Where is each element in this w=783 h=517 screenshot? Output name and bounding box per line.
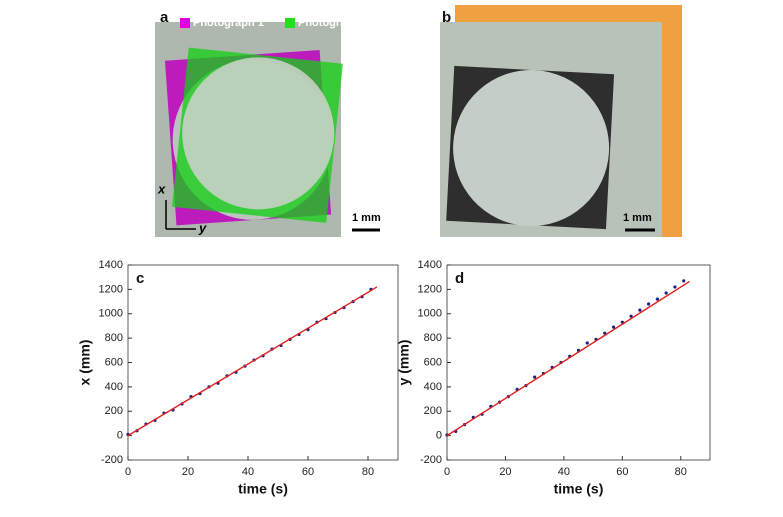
x-axis-label: time (s)	[238, 481, 288, 497]
y-tick-label: 600	[105, 356, 123, 368]
legend-label: Photograph 1	[193, 17, 264, 29]
x-tick-label: 80	[675, 466, 687, 478]
y-tick-label: 0	[436, 430, 442, 442]
y-tick-label: 600	[424, 356, 442, 368]
y-tick-label: 200	[424, 405, 442, 417]
panel-label: a	[160, 9, 169, 26]
y-tick-label: 800	[424, 332, 442, 344]
data-point	[664, 291, 668, 295]
y-axis-label: y (mm)	[396, 340, 412, 386]
fit-line	[446, 280, 690, 437]
data-point	[647, 302, 651, 306]
fit-line	[127, 286, 378, 437]
plot-area	[446, 264, 711, 461]
y-tick-label: -200	[420, 454, 442, 466]
y-tick-label: 1200	[99, 283, 123, 295]
y-tick-label: 200	[105, 405, 123, 417]
x-tick-label: 60	[616, 466, 628, 478]
y-axis-label: x (mm)	[77, 340, 93, 386]
axis-letter: y	[198, 220, 207, 235]
data-point	[673, 285, 677, 289]
y-tick-label: 1400	[99, 259, 123, 271]
x-tick-label: 20	[499, 466, 511, 478]
y-tick-label: 0	[117, 430, 123, 442]
x-tick-label: 40	[558, 466, 570, 478]
axis-letter: x	[157, 181, 166, 196]
x-tick-label: 20	[182, 466, 194, 478]
y-tick-label: 800	[105, 332, 123, 344]
legend-label: Photograph 250	[298, 17, 381, 29]
panel-label: c	[136, 270, 144, 287]
y-tick-label: 1400	[418, 259, 442, 271]
x-tick-label: 40	[242, 466, 254, 478]
panel-label: b	[442, 9, 451, 26]
x-axis-label: time (s)	[554, 481, 604, 497]
x-tick-label: 0	[444, 466, 450, 478]
scale-label: 1 mm	[352, 212, 381, 224]
plot-area	[127, 264, 399, 461]
y-tick-label: -200	[101, 454, 123, 466]
y-tick-label: 1000	[99, 308, 123, 320]
panel-label: d	[455, 270, 464, 287]
x-tick-label: 0	[125, 466, 131, 478]
data-point	[585, 341, 589, 345]
x-tick-label: 60	[302, 466, 314, 478]
data-point	[638, 308, 642, 312]
photo-a	[155, 18, 380, 237]
y-tick-label: 400	[424, 381, 442, 393]
y-tick-label: 1000	[418, 308, 442, 320]
photo-b	[440, 5, 682, 237]
x-tick-label: 80	[362, 466, 374, 478]
scale-label: 1 mm	[623, 212, 652, 224]
data-point	[682, 279, 686, 283]
data-point	[533, 375, 537, 379]
y-tick-label: 400	[105, 381, 123, 393]
data-point	[611, 325, 616, 329]
data-point	[655, 297, 660, 301]
data-point	[629, 314, 633, 318]
y-tick-label: 1200	[418, 283, 442, 295]
